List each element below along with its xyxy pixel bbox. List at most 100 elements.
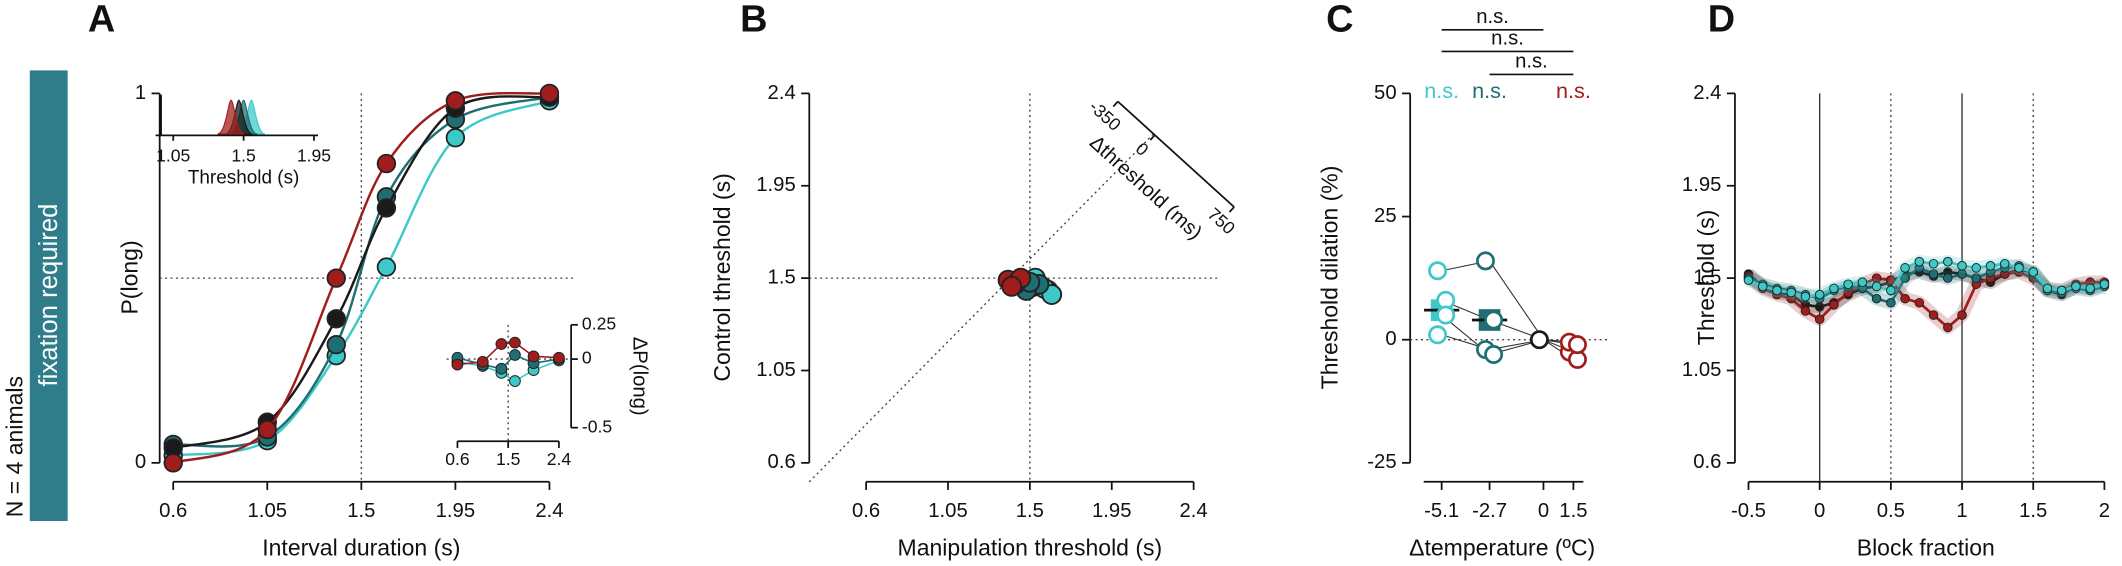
threshold-density <box>217 99 245 135</box>
x-tick-label: 1 <box>1956 500 1967 522</box>
x-tick-label: 1.5 <box>347 500 375 522</box>
x-tick-label: 2.4 <box>535 500 563 522</box>
data-point <box>509 375 521 387</box>
x-axis-label: Manipulation threshold (s) <box>898 535 1163 561</box>
x-tick-label: 2 <box>2099 500 2110 522</box>
y-axis-label: Threshold dilation (%) <box>1317 166 1343 390</box>
y-tick-label: 1.5 <box>768 266 796 288</box>
animal-point <box>1436 305 1456 325</box>
data-point <box>2042 283 2053 294</box>
y-axis-label: Control threshold (s) <box>709 173 735 381</box>
x-tick-label: -0.5 <box>1731 500 1766 522</box>
bracket-label: n.s. <box>1515 51 1548 73</box>
data-point <box>1871 281 1882 292</box>
data-point <box>1985 261 1996 271</box>
inset-tick-label: 0.6 <box>445 449 469 469</box>
x-tick-label: -2.7 <box>1472 500 1507 522</box>
x-tick-label: 0 <box>1538 500 1549 522</box>
inset-x-label: Threshold (s) <box>188 168 300 189</box>
x-tick-label: 1.5 <box>2019 500 2047 522</box>
x-tick-label: 0 <box>1814 500 1825 522</box>
data-point <box>1942 273 1953 283</box>
animal-point <box>1476 251 1495 271</box>
y-tick-label: 1.5 <box>1693 266 1721 288</box>
x-axis-label: Interval duration (s) <box>262 535 460 561</box>
data-point <box>2014 263 2024 273</box>
inset-tick-label: 1.05 <box>156 146 190 166</box>
data-point <box>1814 314 1825 324</box>
animal-point <box>1428 325 1448 345</box>
y-axis-label: P(long) <box>116 240 142 314</box>
data-point <box>1900 273 1910 283</box>
data-point <box>1900 293 1910 304</box>
inset-tick <box>1228 206 1235 213</box>
inset-tick-label: 0.25 <box>582 313 616 333</box>
panel-letter: A <box>88 0 115 41</box>
inset-tick-label: 0 <box>582 348 592 368</box>
condition-label: fixation required <box>35 204 63 387</box>
data-point <box>1886 275 1896 285</box>
inset-tick-label: 1.5 <box>496 449 521 469</box>
significance-label: n.s. <box>1472 78 1507 103</box>
data-point <box>1928 269 1939 279</box>
x-tick-label: -5.1 <box>1424 500 1459 522</box>
inset-y-label: ΔP(long) <box>628 337 650 416</box>
data-point <box>553 351 565 364</box>
y-tick-label: 1.05 <box>1682 359 1721 381</box>
x-axis-label: Block fraction <box>1857 535 1995 561</box>
y-tick-label: 0 <box>1385 328 1396 350</box>
data-point <box>1914 256 1925 267</box>
inset-tick-label: 0 <box>1132 138 1153 160</box>
y-tick-label: 1.95 <box>756 174 795 196</box>
data-point <box>1957 310 1967 320</box>
x-tick-label: 1.95 <box>436 500 475 522</box>
data-point <box>1001 275 1023 297</box>
data-point <box>445 128 466 148</box>
data-point <box>2071 281 2081 292</box>
data-point <box>527 350 540 363</box>
inset-tick <box>1112 100 1119 108</box>
inset-tick-label: 2.4 <box>547 449 572 469</box>
data-point <box>1814 289 1825 300</box>
data-point <box>1757 281 1768 292</box>
significance-label: n.s. <box>1556 78 1591 103</box>
y-tick-label: 2.4 <box>768 82 796 104</box>
y-tick-label: 1.95 <box>1682 174 1721 196</box>
data-point <box>1829 283 1839 294</box>
inset-axis <box>1117 100 1235 208</box>
y-tick-label: -25 <box>1367 451 1396 473</box>
x-axis-label: Δtemperature (ºC) <box>1409 535 1595 561</box>
animal-point <box>1567 335 1587 355</box>
data-point <box>476 355 489 368</box>
data-point <box>376 153 397 174</box>
data-point <box>495 362 508 375</box>
x-tick-label: 2.4 <box>1180 500 1208 522</box>
data-point <box>163 453 183 473</box>
data-point <box>2028 267 2039 277</box>
data-point <box>1928 258 1939 269</box>
inset-tick-label: 750 <box>1204 204 1239 239</box>
x-tick-label: 0.6 <box>159 500 187 522</box>
inset-tick <box>1149 134 1156 141</box>
y-tick-label: 0.6 <box>1693 451 1721 473</box>
data-point <box>1914 297 1925 308</box>
y-tick-label: 1 <box>135 82 146 104</box>
data-point <box>509 349 521 361</box>
data-point <box>1857 277 1868 288</box>
panel-letter: C <box>1326 0 1353 41</box>
x-tick-label: 1.05 <box>928 500 967 522</box>
data-point <box>495 338 508 350</box>
data-point <box>1786 287 1796 298</box>
x-tick-label: 0.6 <box>852 500 880 522</box>
y-tick-label: 2.4 <box>1693 82 1721 104</box>
bracket-label: n.s. <box>1476 6 1509 28</box>
data-point <box>2056 285 2067 296</box>
animal-point <box>1484 310 1504 330</box>
condition-box <box>29 70 68 522</box>
data-point <box>509 336 521 349</box>
data-point <box>1928 310 1939 320</box>
data-point <box>376 257 397 277</box>
animal-point <box>1484 345 1504 364</box>
inset-tick-label: 1.5 <box>231 146 256 166</box>
